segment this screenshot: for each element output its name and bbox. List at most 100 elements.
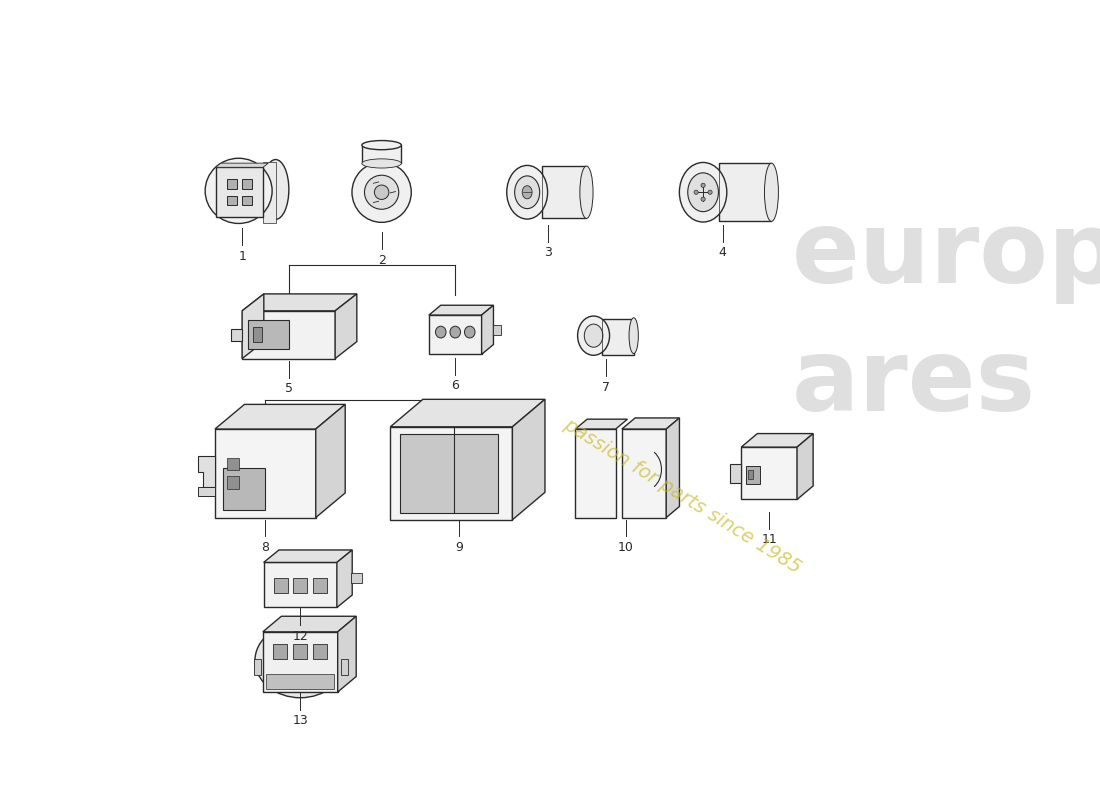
Polygon shape bbox=[231, 329, 242, 341]
Ellipse shape bbox=[464, 326, 475, 338]
Bar bbox=[228, 476, 239, 489]
Bar bbox=[228, 179, 238, 189]
Text: 1: 1 bbox=[239, 250, 246, 263]
Polygon shape bbox=[316, 404, 345, 518]
Bar bbox=[390, 427, 513, 520]
Bar bbox=[293, 643, 307, 659]
Polygon shape bbox=[198, 456, 214, 487]
Ellipse shape bbox=[450, 326, 461, 338]
Bar bbox=[198, 487, 214, 496]
Text: 6: 6 bbox=[451, 379, 459, 392]
Ellipse shape bbox=[255, 623, 345, 698]
Bar bbox=[400, 434, 498, 514]
Bar bbox=[748, 470, 754, 479]
Polygon shape bbox=[214, 404, 345, 429]
Polygon shape bbox=[482, 306, 494, 354]
Text: 11: 11 bbox=[761, 534, 777, 546]
Bar bbox=[228, 458, 239, 470]
Polygon shape bbox=[513, 399, 544, 520]
Bar bbox=[242, 179, 252, 189]
Polygon shape bbox=[263, 616, 356, 632]
Text: passion for parts since 1985: passion for parts since 1985 bbox=[560, 414, 804, 578]
Polygon shape bbox=[798, 434, 813, 499]
Bar bbox=[429, 315, 482, 354]
Text: 12: 12 bbox=[293, 630, 308, 642]
Ellipse shape bbox=[206, 158, 272, 223]
Ellipse shape bbox=[578, 316, 609, 355]
Ellipse shape bbox=[352, 162, 411, 222]
Bar bbox=[263, 162, 276, 222]
Bar bbox=[263, 632, 338, 692]
Bar bbox=[312, 578, 327, 594]
Bar bbox=[274, 578, 288, 594]
Bar bbox=[746, 466, 760, 484]
Bar bbox=[228, 196, 238, 206]
Text: 9: 9 bbox=[455, 541, 463, 554]
Ellipse shape bbox=[694, 190, 698, 194]
Text: 5: 5 bbox=[285, 382, 293, 395]
Ellipse shape bbox=[522, 186, 532, 198]
Polygon shape bbox=[216, 163, 268, 167]
Bar bbox=[294, 578, 307, 594]
Polygon shape bbox=[336, 294, 356, 358]
Text: 13: 13 bbox=[293, 714, 308, 727]
Bar bbox=[719, 163, 771, 222]
Bar bbox=[621, 429, 667, 518]
Bar bbox=[273, 643, 287, 659]
Text: 2: 2 bbox=[377, 254, 386, 267]
Ellipse shape bbox=[364, 175, 399, 210]
Bar bbox=[266, 674, 334, 690]
Bar bbox=[541, 166, 586, 218]
Polygon shape bbox=[264, 550, 352, 562]
Ellipse shape bbox=[362, 141, 402, 150]
Text: europ: europ bbox=[792, 207, 1100, 305]
Bar bbox=[341, 659, 349, 674]
Bar bbox=[602, 319, 634, 354]
Ellipse shape bbox=[680, 162, 727, 222]
Ellipse shape bbox=[764, 163, 779, 222]
Bar bbox=[351, 573, 362, 583]
Ellipse shape bbox=[515, 176, 540, 209]
Bar bbox=[741, 447, 798, 499]
Text: 7: 7 bbox=[603, 381, 611, 394]
Bar bbox=[264, 562, 337, 607]
Ellipse shape bbox=[507, 166, 548, 219]
Polygon shape bbox=[621, 418, 680, 429]
Bar bbox=[214, 429, 316, 518]
Bar bbox=[242, 311, 336, 358]
Polygon shape bbox=[429, 306, 494, 315]
Ellipse shape bbox=[580, 166, 593, 218]
Ellipse shape bbox=[374, 185, 389, 199]
Ellipse shape bbox=[688, 173, 718, 212]
Polygon shape bbox=[242, 294, 264, 358]
Polygon shape bbox=[242, 294, 356, 311]
Polygon shape bbox=[390, 399, 544, 427]
Bar bbox=[253, 659, 261, 674]
Text: 4: 4 bbox=[718, 246, 727, 259]
Bar bbox=[253, 327, 262, 342]
Polygon shape bbox=[741, 434, 813, 447]
Ellipse shape bbox=[436, 326, 446, 338]
Bar bbox=[362, 145, 402, 163]
Bar bbox=[314, 643, 328, 659]
Ellipse shape bbox=[629, 318, 638, 354]
Text: 10: 10 bbox=[618, 541, 634, 554]
Bar bbox=[242, 196, 252, 206]
Ellipse shape bbox=[701, 183, 705, 187]
Polygon shape bbox=[730, 464, 741, 482]
Text: ares: ares bbox=[792, 335, 1036, 433]
Polygon shape bbox=[337, 550, 352, 607]
Text: 3: 3 bbox=[544, 246, 552, 259]
Ellipse shape bbox=[708, 190, 712, 194]
Polygon shape bbox=[575, 419, 627, 429]
Ellipse shape bbox=[263, 159, 289, 219]
Ellipse shape bbox=[701, 197, 705, 202]
Bar bbox=[575, 429, 616, 518]
Bar bbox=[216, 167, 263, 217]
Bar bbox=[494, 325, 502, 335]
Ellipse shape bbox=[362, 159, 402, 168]
Ellipse shape bbox=[584, 324, 603, 347]
Text: 8: 8 bbox=[262, 541, 270, 554]
Bar bbox=[222, 467, 265, 510]
Polygon shape bbox=[338, 616, 356, 692]
